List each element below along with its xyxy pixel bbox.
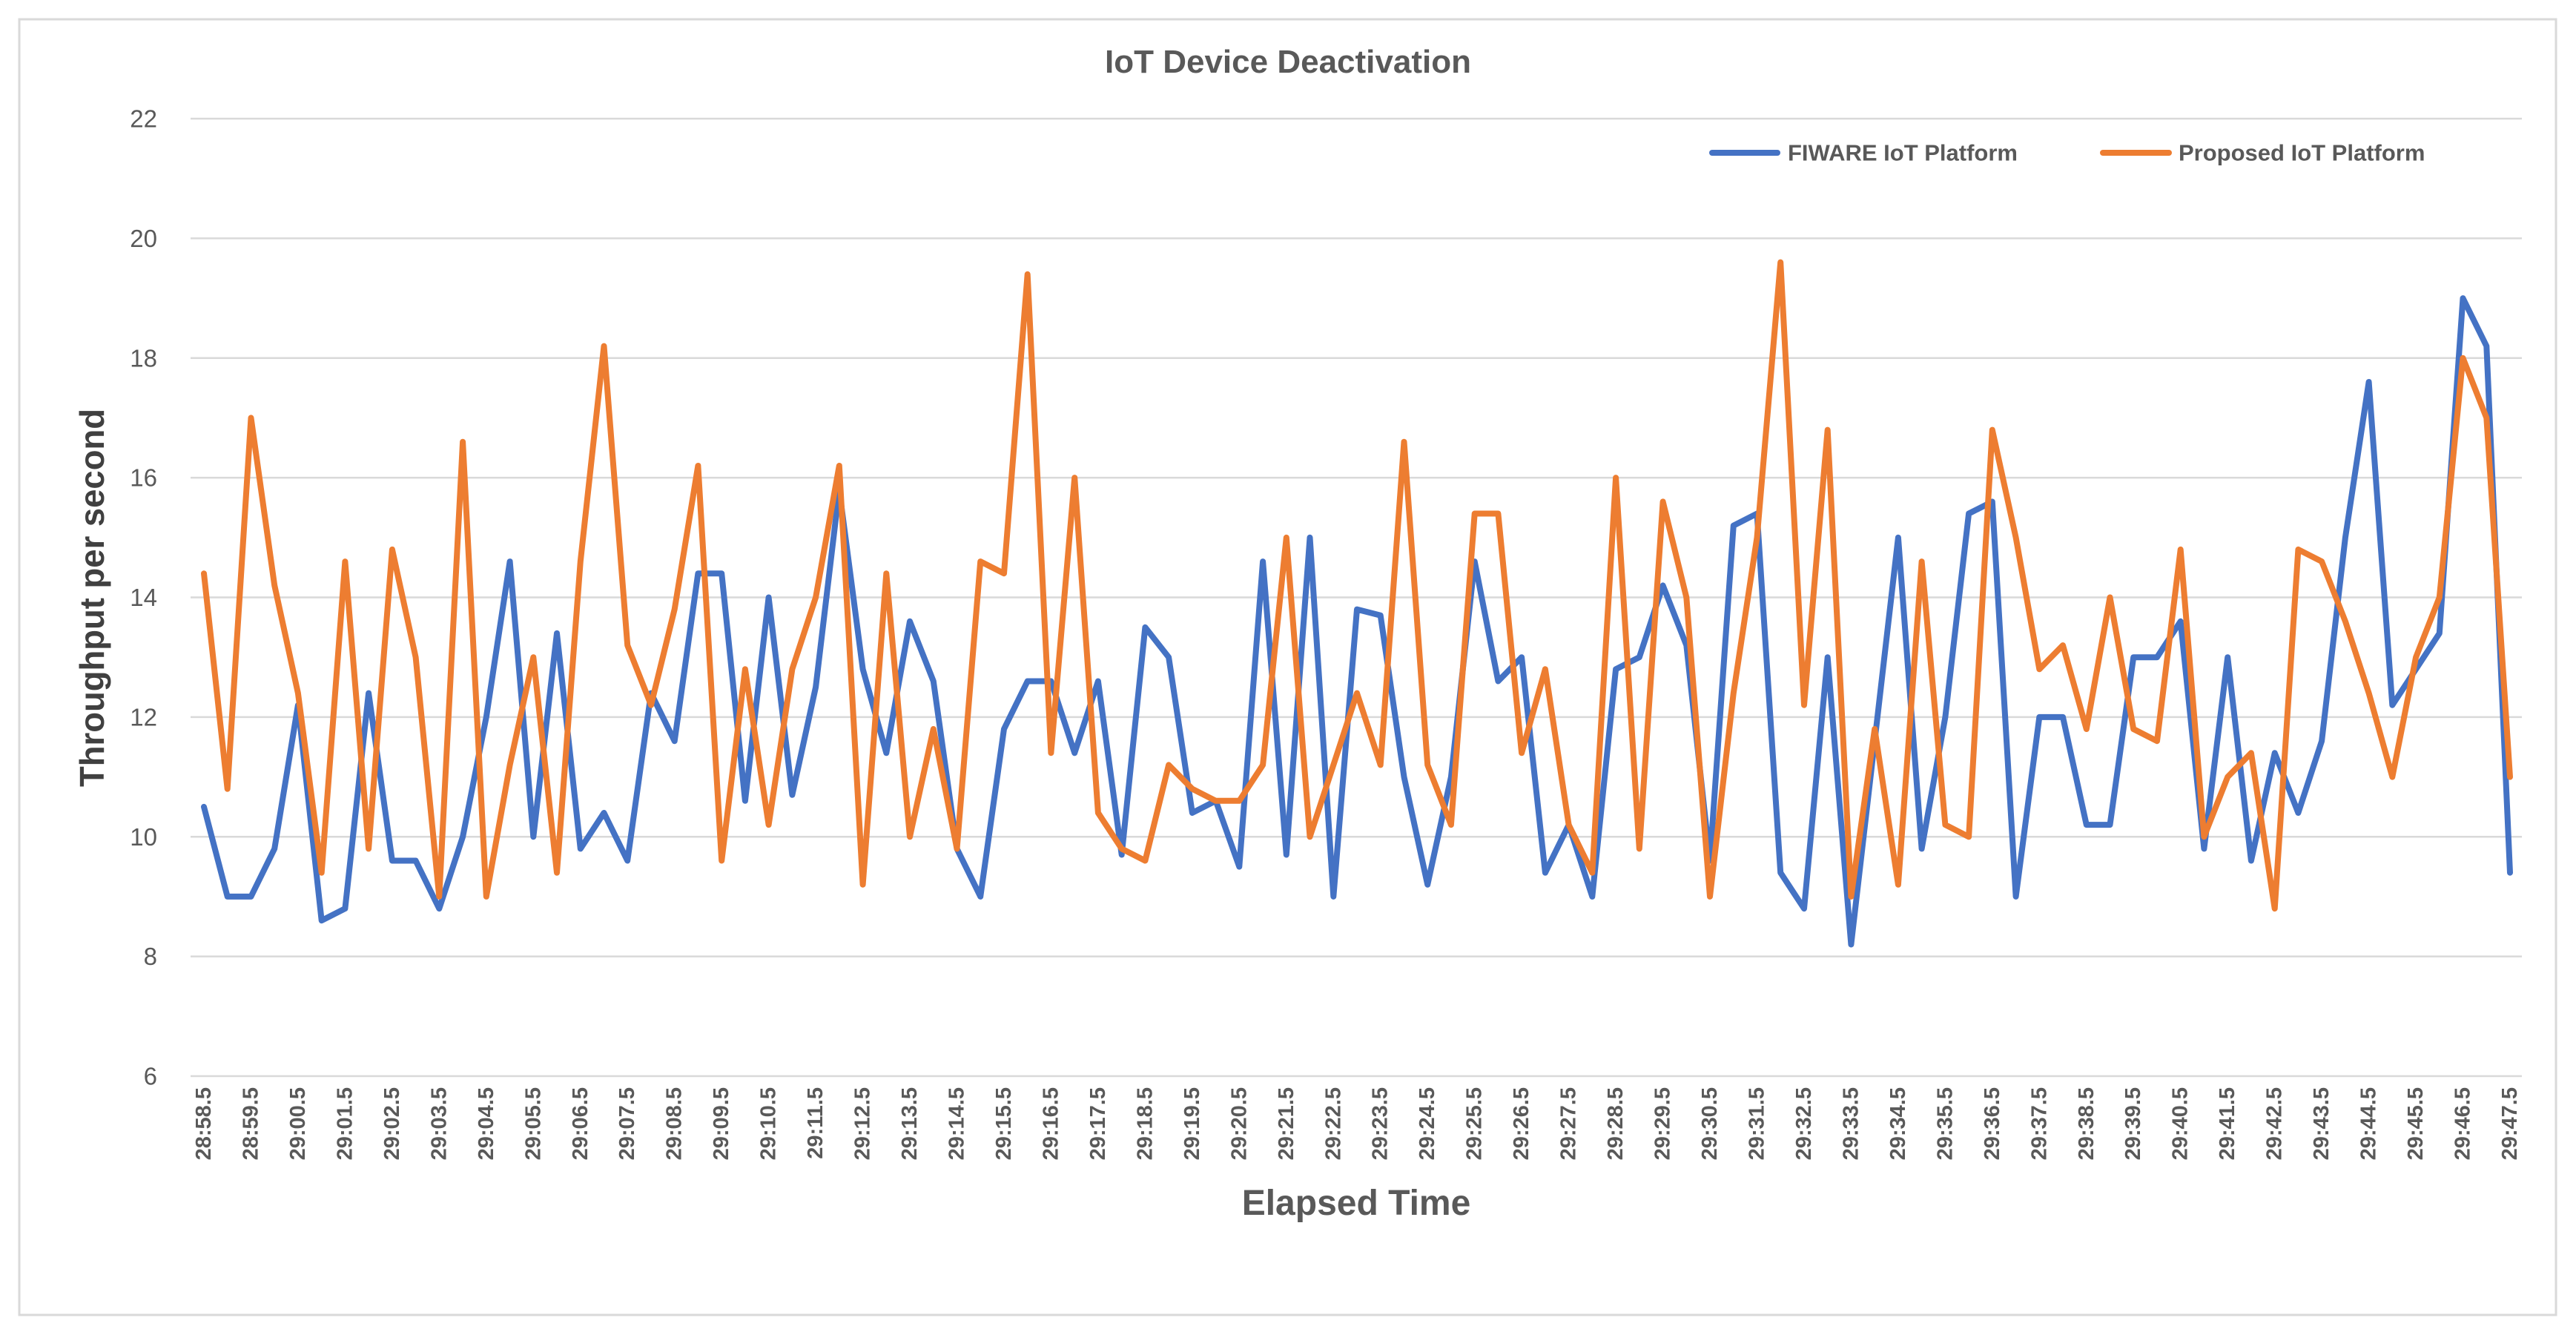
x-tick-label: 29:33.5 [1839,1087,1863,1160]
chart-title: IoT Device Deactivation [1105,44,1471,80]
x-tick-label: 29:45.5 [2404,1087,2428,1160]
gridlines [191,117,2522,1078]
x-tick-label: 29:21.5 [1275,1087,1298,1160]
series-line-proposed [201,259,2513,912]
x-tick-label: 29:38.5 [2075,1087,2098,1160]
x-tick-label: 29:41.5 [2216,1087,2239,1160]
y-axis-title: Throughput per second [73,409,111,787]
x-tick-label: 29:34.5 [1886,1087,1910,1160]
x-tick-label: 29:06.5 [569,1087,592,1160]
series-lines [201,259,2513,948]
x-tick-label: 29:16.5 [1039,1087,1063,1160]
x-tick-label: 29:02.5 [380,1087,404,1160]
y-tick-label: 10 [130,823,157,851]
x-tick-label: 29:13.5 [898,1087,922,1160]
series-line-fiware [201,295,2513,948]
x-tick-label: 29:09.5 [710,1087,733,1160]
y-tick-label: 20 [130,225,157,252]
x-tick-label: 29:39.5 [2121,1087,2145,1160]
x-tick-label: 29:29.5 [1651,1087,1675,1160]
x-tick-label: 29:20.5 [1227,1087,1251,1160]
x-tick-label: 29:14.5 [945,1087,969,1160]
x-tick-label: 29:22.5 [1321,1087,1345,1160]
x-tick-label: 29:44.5 [2357,1087,2381,1160]
x-tick-label: 29:27.5 [1557,1087,1581,1160]
x-tick-label: 29:05.5 [521,1087,545,1160]
x-tick-label: 29:07.5 [615,1087,639,1160]
y-tick-label: 6 [144,1063,157,1090]
x-tick-label: 29:17.5 [1086,1087,1110,1160]
x-tick-label: 29:00.5 [286,1087,310,1160]
x-axis-ticks: 28:58.5 28:59.5 29:00.5 29:01.5 29:02.5 29:03… [192,1087,2522,1160]
legend: FIWARE IoT Platform Proposed IoT Platfor… [1709,140,2425,166]
y-tick-label: 18 [130,344,157,372]
x-tick-label: 29:24.5 [1416,1087,1439,1160]
y-tick-label: 14 [130,584,157,611]
x-tick-label: 29:18.5 [1133,1087,1157,1160]
x-tick-label: 29:31.5 [1745,1087,1768,1160]
legend-label-proposed: Proposed IoT Platform [2179,140,2425,166]
x-tick-label: 29:03.5 [427,1087,451,1160]
x-tick-label: 29:30.5 [1698,1087,1722,1160]
x-tick-label: 29:01.5 [333,1087,357,1160]
x-tick-label: 29:43.5 [2310,1087,2334,1160]
x-tick-label: 29:10.5 [757,1087,781,1160]
y-tick-label: 8 [144,943,157,970]
y-tick-label: 16 [130,464,157,492]
x-tick-label: 29:40.5 [2169,1087,2193,1160]
x-tick-label: 29:04.5 [475,1087,498,1160]
x-tick-label: 29:37.5 [2027,1087,2051,1160]
x-tick-label: 29:36.5 [1981,1087,2004,1160]
x-tick-label: 29:32.5 [1792,1087,1816,1160]
x-tick-label: 29:47.5 [2498,1087,2522,1160]
x-tick-label: 29:11.5 [804,1087,828,1159]
x-tick-label: 29:35.5 [1933,1087,1957,1160]
x-tick-label: 29:08.5 [663,1087,687,1160]
x-tick-label: 29:25.5 [1463,1087,1487,1160]
x-tick-label: 29:23.5 [1369,1087,1393,1160]
y-tick-label: 12 [130,703,157,731]
x-tick-label: 29:19.5 [1180,1087,1204,1160]
x-tick-label: 28:59.5 [239,1087,262,1160]
x-tick-label: 29:26.5 [1510,1087,1533,1160]
x-tick-label: 28:58.5 [192,1087,216,1160]
y-axis-ticks: 6 8 10 12 14 16 18 20 22 [130,105,157,1090]
x-tick-label: 29:12.5 [851,1087,875,1160]
x-axis-title: Elapsed Time [1242,1184,1471,1223]
x-tick-label: 29:28.5 [1604,1087,1628,1160]
y-tick-label: 22 [130,105,157,133]
x-tick-label: 29:42.5 [2263,1087,2287,1160]
x-tick-label: 29:15.5 [992,1087,1016,1160]
legend-label-fiware: FIWARE IoT Platform [1788,140,2018,166]
x-tick-label: 29:46.5 [2451,1087,2475,1160]
